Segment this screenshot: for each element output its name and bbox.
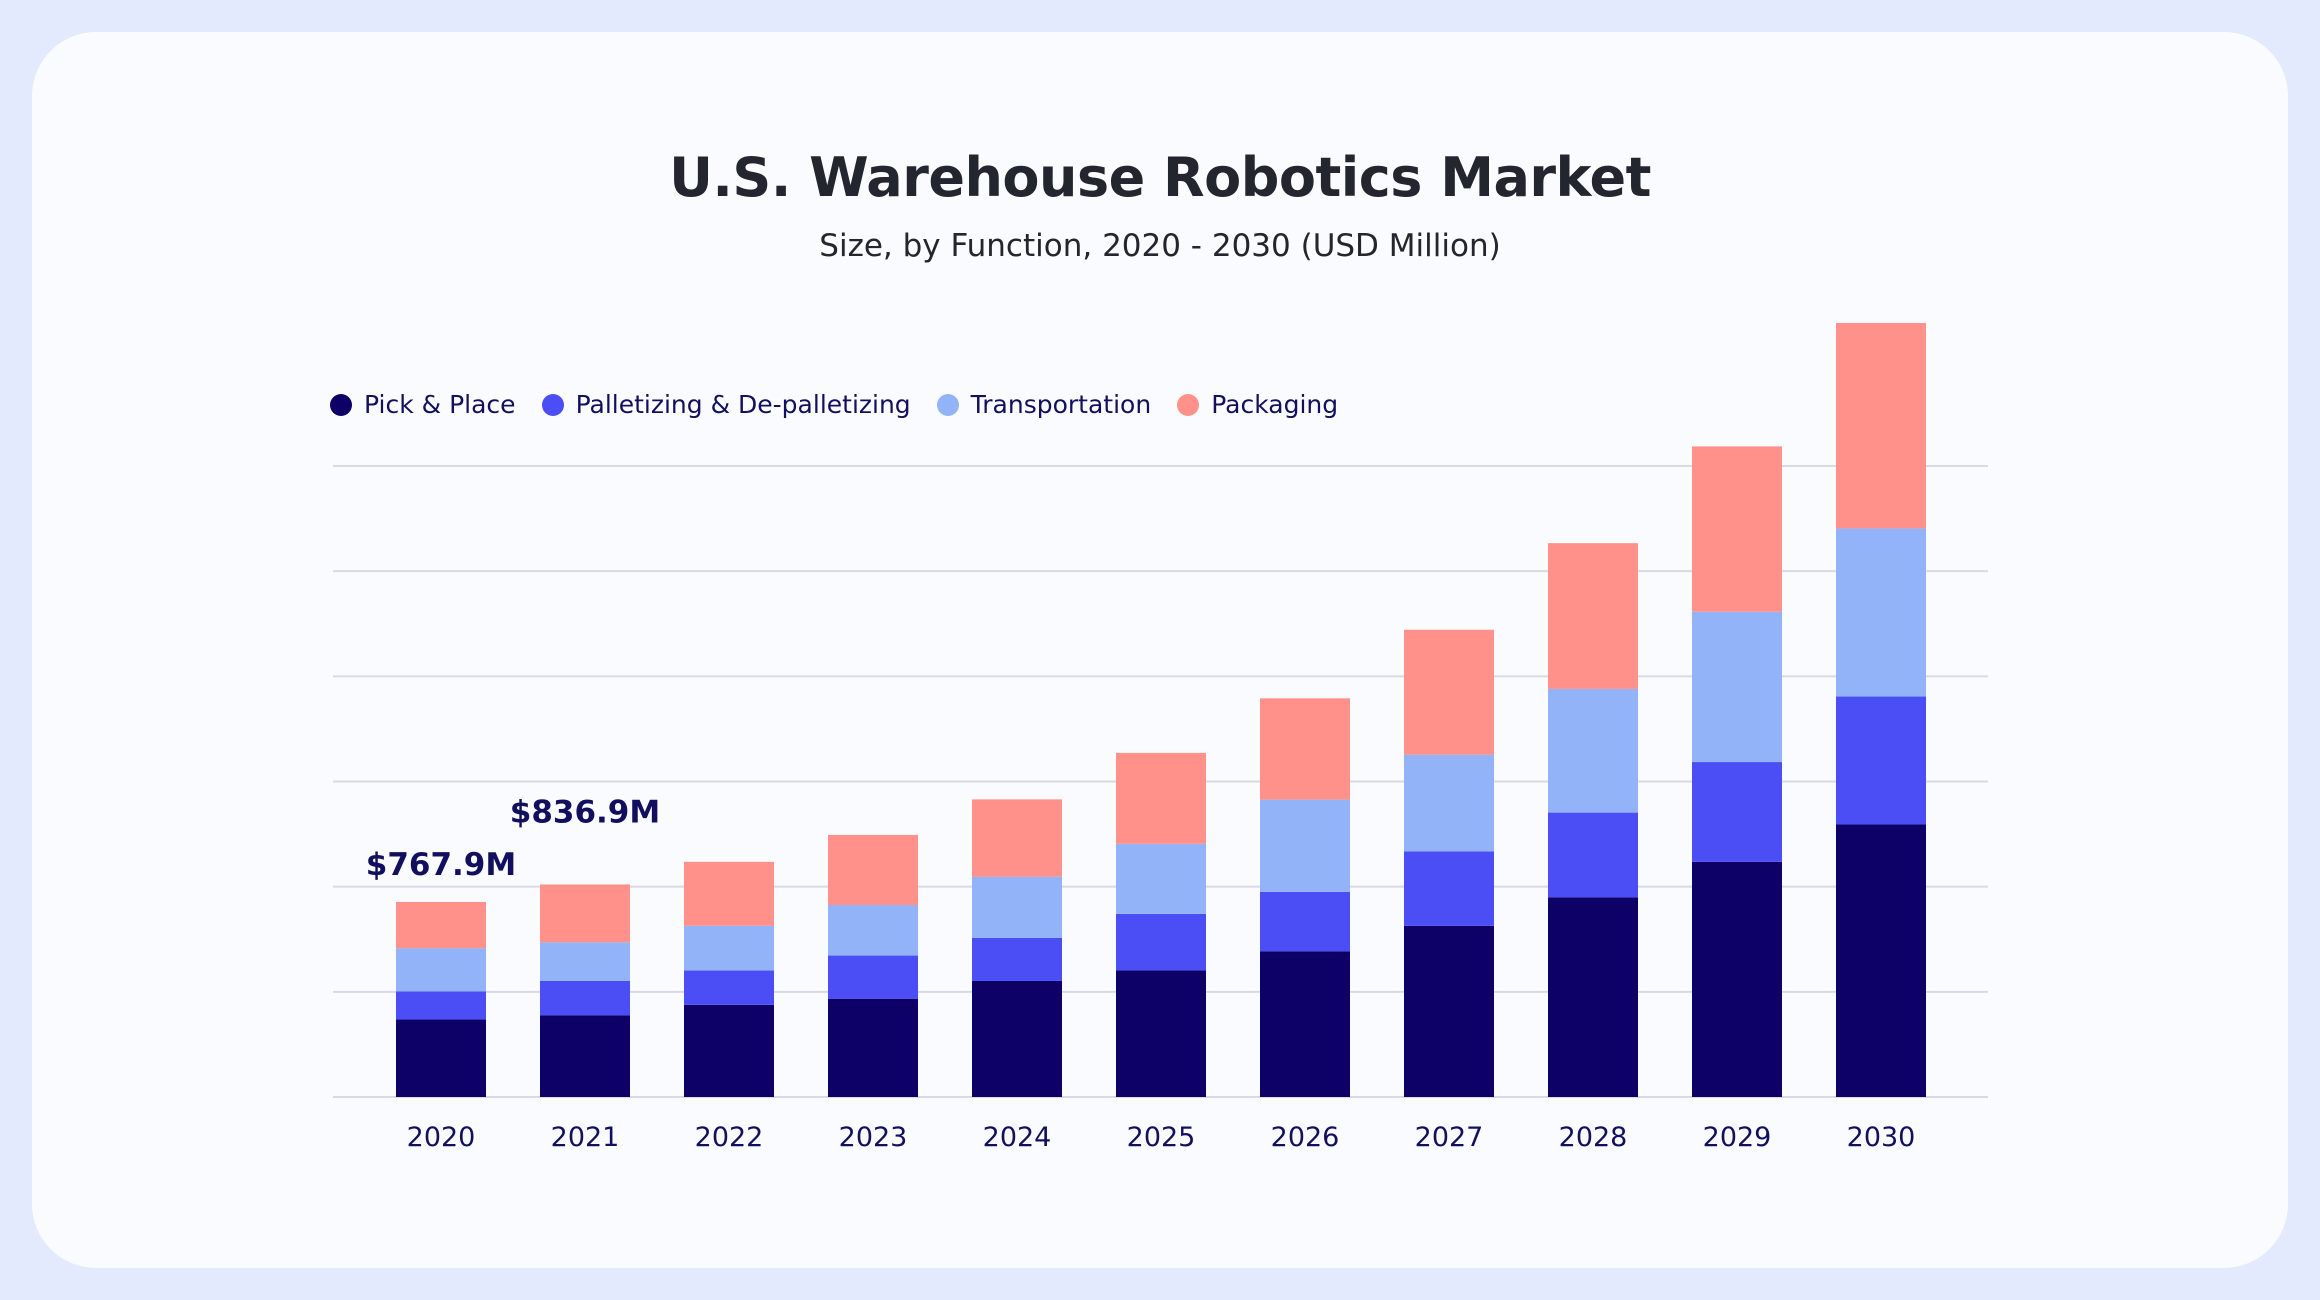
legend: Pick & Place Palletizing & De-palletizin… [330, 390, 1338, 419]
bar-segment [1548, 812, 1638, 898]
bar-segment [972, 980, 1062, 1097]
x-tick-label: 2028 [1559, 1122, 1628, 1153]
bar-segment [684, 925, 774, 971]
bar-segment [828, 955, 918, 999]
bar-segment [1404, 851, 1494, 926]
bar-segment [540, 1015, 630, 1097]
bar-segment [1692, 861, 1782, 1097]
legend-label: Pick & Place [364, 390, 516, 419]
x-tick-label: 2020 [407, 1122, 476, 1153]
bar-segment [540, 980, 630, 1016]
legend-item-transportation: Transportation [936, 390, 1152, 419]
bar-segment [1548, 897, 1638, 1097]
bar-segment [1116, 970, 1206, 1097]
bar-segment [1692, 446, 1782, 612]
bar-segment [396, 1019, 486, 1097]
legend-swatch [936, 393, 959, 416]
bar-segment [1116, 913, 1206, 971]
x-tick-label: 2023 [839, 1122, 908, 1153]
legend-label: Transportation [970, 390, 1152, 419]
bar-segment [972, 937, 1062, 981]
legend-swatch [330, 393, 352, 416]
legend-item-palletizing: Palletizing & De-palletizing [541, 390, 911, 419]
data-label: $836.9M [510, 794, 660, 830]
bar-segment [1836, 322, 1926, 529]
x-tick-label: 2024 [983, 1122, 1052, 1153]
bar-segment [540, 942, 630, 981]
bar-segment [828, 905, 918, 956]
x-tick-label: 2030 [1847, 1122, 1916, 1153]
bar-segment [1260, 891, 1350, 952]
bar-segment [972, 799, 1062, 877]
bar-segment [1692, 762, 1782, 862]
bar-segment [828, 998, 918, 1097]
chart-subtitle: Size, by Function, 2020 - 2030 (USD Mill… [819, 228, 1501, 264]
bar-segment [396, 901, 486, 949]
bar-segment [396, 991, 486, 1020]
bar-segment [1260, 951, 1350, 1097]
x-tick-label: 2021 [551, 1122, 620, 1153]
bar-segment [1404, 754, 1494, 852]
bar-segment [396, 948, 486, 992]
bar-segment [1836, 696, 1926, 825]
bar-segment [1116, 843, 1206, 914]
bar-segment [684, 1004, 774, 1097]
legend-swatch [541, 393, 564, 416]
bar-segment [1404, 925, 1494, 1097]
legend-swatch [1177, 393, 1200, 416]
bar-segment [1548, 688, 1638, 813]
x-tick-label: 2029 [1703, 1122, 1772, 1153]
data-label: $767.9M [366, 847, 516, 883]
x-tick-label: 2022 [695, 1122, 764, 1153]
legend-item-pick-place: Pick & Place [330, 390, 516, 419]
bar-segment [1260, 799, 1350, 892]
bar-segment [1692, 611, 1782, 763]
legend-label: Packaging [1211, 390, 1339, 419]
x-tick-label: 2026 [1271, 1122, 1340, 1153]
bar-segment [1404, 629, 1494, 755]
legend-item-packaging: Packaging [1177, 390, 1338, 419]
bar-segment [684, 861, 774, 926]
x-tick-label: 2025 [1127, 1122, 1196, 1153]
bar-segment [1548, 543, 1638, 689]
x-tick-label: 2027 [1415, 1122, 1484, 1153]
bar-segment [1836, 528, 1926, 697]
bar-segment [828, 834, 918, 906]
legend-label: Palletizing & De-palletizing [575, 390, 911, 419]
bar-segment [684, 970, 774, 1005]
bar-segment [972, 876, 1062, 938]
bar-segment [540, 884, 630, 943]
bar-segment [1260, 698, 1350, 800]
bar-segment [1836, 824, 1926, 1097]
bar-segment [1116, 752, 1206, 844]
chart-title: U.S. Warehouse Robotics Market [669, 146, 1651, 209]
